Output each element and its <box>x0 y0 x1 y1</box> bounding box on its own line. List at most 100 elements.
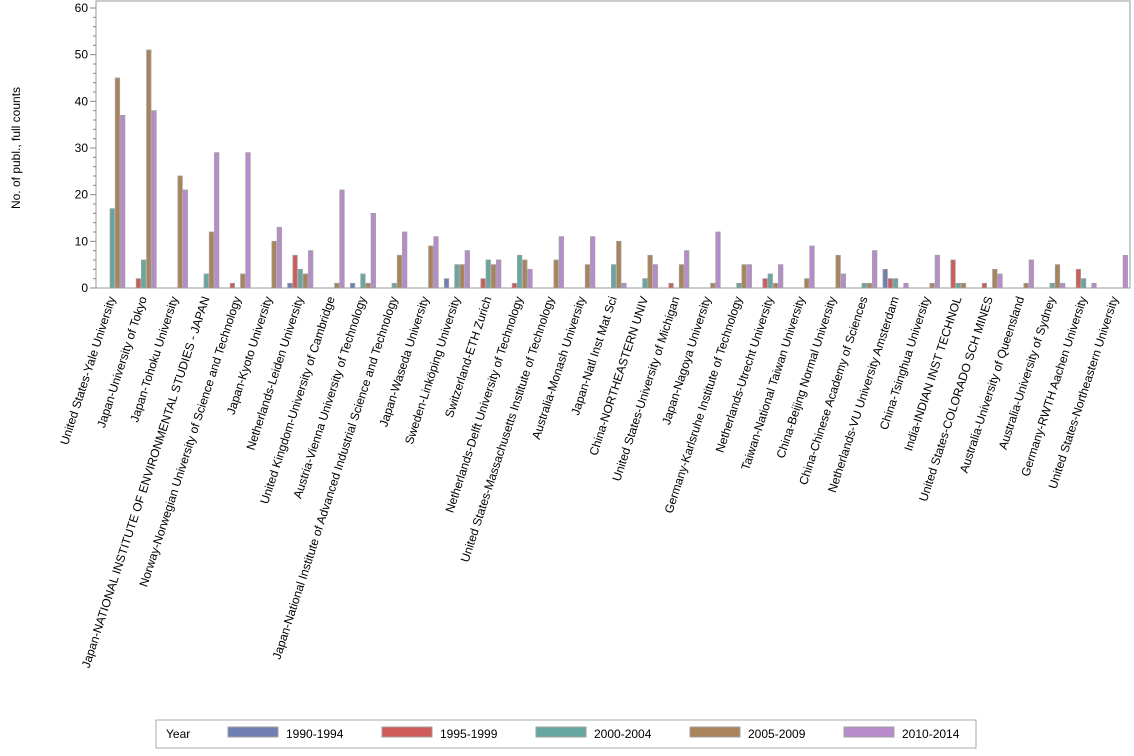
bar-2010-2014-26 <box>903 282 909 289</box>
bar-1990-1994-26 <box>882 268 888 289</box>
bar-2005-2009-17 <box>616 240 622 289</box>
bar-2005-2009-6 <box>271 240 277 289</box>
legend-label: 1990-1994 <box>286 727 344 741</box>
x-tick-label: China-NORTHEASTERN UNIV <box>586 295 651 458</box>
bar-2010-2014-12 <box>464 250 470 289</box>
y-tick-label: 50 <box>75 48 89 62</box>
bar-2010-2014-1 <box>120 114 126 289</box>
bar-2005-2009-3 <box>177 175 183 289</box>
bar-1990-1994-9 <box>349 282 356 289</box>
bar-2000-2004-9 <box>360 273 366 289</box>
x-tick-label: Australia-University of Sydney <box>996 295 1059 452</box>
bar-2010-2014-9 <box>370 212 376 289</box>
y-tick-label: 30 <box>75 141 89 155</box>
bar-2005-2009-13 <box>490 264 497 289</box>
bar-2005-2009-16 <box>584 264 591 289</box>
bar-2010-2014-8 <box>339 189 345 289</box>
legend-swatch-2000-2004 <box>535 726 587 738</box>
bar-2010-2014-19 <box>684 250 690 289</box>
bar-1995-1999-29 <box>981 282 988 289</box>
legend-swatch-1990-1994 <box>227 726 279 738</box>
bar-2000-2004-22 <box>767 273 773 289</box>
bar-2005-2009-27 <box>929 282 935 289</box>
legend-title: Year <box>166 727 190 741</box>
bar-2000-2004-4 <box>203 273 209 289</box>
bar-2005-2009-24 <box>835 254 841 289</box>
bar-2010-2014-31 <box>1060 282 1066 289</box>
bar-2005-2009-19 <box>678 264 685 289</box>
legend: Year 1990-1994 1995-1999 2000-2004 2005-200… <box>155 719 977 749</box>
bar-2000-2004-28 <box>955 282 961 289</box>
y-tick-label: 10 <box>75 234 89 248</box>
bar-2000-2004-26 <box>893 278 899 289</box>
bar-2005-2009-10 <box>396 254 403 289</box>
y-axis-label: No. of publ., full counts <box>9 87 23 209</box>
bar-2010-2014-14 <box>527 268 533 289</box>
bar-2010-2014-30 <box>1028 259 1034 289</box>
bar-2010-2014-10 <box>402 231 408 289</box>
bar-1995-1999-2 <box>135 278 141 289</box>
bar-2000-2004-13 <box>485 259 491 289</box>
bar-2010-2014-32 <box>1091 282 1097 289</box>
y-tick-label: 20 <box>75 188 89 202</box>
bar-2005-2009-15 <box>553 259 559 289</box>
bar-2010-2014-33 <box>1122 254 1128 289</box>
bar-2010-2014-25 <box>872 250 878 289</box>
x-tick-label: Netherlands-Utrecht University <box>713 295 777 455</box>
bar-2005-2009-14 <box>522 259 528 289</box>
bar-2000-2004-21 <box>736 282 742 289</box>
legend-label: 2000-2004 <box>594 727 652 741</box>
bar-1995-1999-14 <box>511 282 518 289</box>
y-tick-label: 40 <box>75 94 89 108</box>
bar-1995-1999-32 <box>1075 268 1081 289</box>
bar-2005-2009-28 <box>960 282 967 289</box>
legend-swatch-2010-2014 <box>843 726 895 738</box>
bar-2005-2009-31 <box>1054 264 1061 289</box>
x-tick-label: United States-Yale University <box>57 295 118 447</box>
bar-2000-2004-18 <box>642 278 648 289</box>
bar-1995-1999-22 <box>762 278 768 289</box>
bar-2005-2009-21 <box>741 264 747 289</box>
bar-2010-2014-11 <box>433 236 439 289</box>
bar-1995-1999-7 <box>292 254 298 289</box>
bar-2000-2004-25 <box>861 282 867 289</box>
legend-label: 1995-1999 <box>440 727 498 741</box>
plot-frame <box>95 0 1131 289</box>
bar-2000-2004-1 <box>109 208 115 289</box>
legend-swatch-2005-2009 <box>689 726 741 738</box>
bar-2010-2014-4 <box>214 152 220 289</box>
bar-2010-2014-23 <box>809 245 815 289</box>
bar-1995-1999-5 <box>229 282 235 289</box>
bar-2000-2004-2 <box>140 259 147 289</box>
bar-2005-2009-8 <box>334 282 340 289</box>
bar-2005-2009-7 <box>302 273 309 289</box>
bar-2005-2009-29 <box>992 268 998 289</box>
bar-1995-1999-26 <box>887 278 894 289</box>
bar-2005-2009-23 <box>804 278 810 289</box>
bar-2005-2009-22 <box>772 282 779 289</box>
bar-2005-2009-9 <box>365 282 371 289</box>
bar-2010-2014-7 <box>308 250 314 289</box>
bar-2010-2014-29 <box>997 273 1003 289</box>
bar-2010-2014-17 <box>621 282 627 289</box>
bar-2005-2009-5 <box>240 273 246 289</box>
bar-2010-2014-18 <box>652 264 658 289</box>
bar-2010-2014-13 <box>496 259 502 289</box>
y-tick-label: 60 <box>75 1 89 15</box>
bar-2010-2014-6 <box>276 226 282 289</box>
bar-2000-2004-12 <box>454 264 460 289</box>
bar-2010-2014-5 <box>245 152 251 289</box>
bar-2005-2009-20 <box>710 282 716 289</box>
bar-2010-2014-27 <box>934 254 940 289</box>
y-tick-label: 0 <box>81 281 88 295</box>
legend-swatch-1995-1999 <box>381 726 433 738</box>
bar-2000-2004-14 <box>517 254 523 289</box>
bar-2010-2014-15 <box>558 236 564 289</box>
bar-2010-2014-3 <box>182 189 188 289</box>
bar-2000-2004-17 <box>611 264 617 289</box>
bar-2010-2014-24 <box>840 273 846 289</box>
bar-2005-2009-30 <box>1023 282 1029 289</box>
bar-2010-2014-2 <box>151 110 157 289</box>
bar-2010-2014-16 <box>590 236 596 289</box>
